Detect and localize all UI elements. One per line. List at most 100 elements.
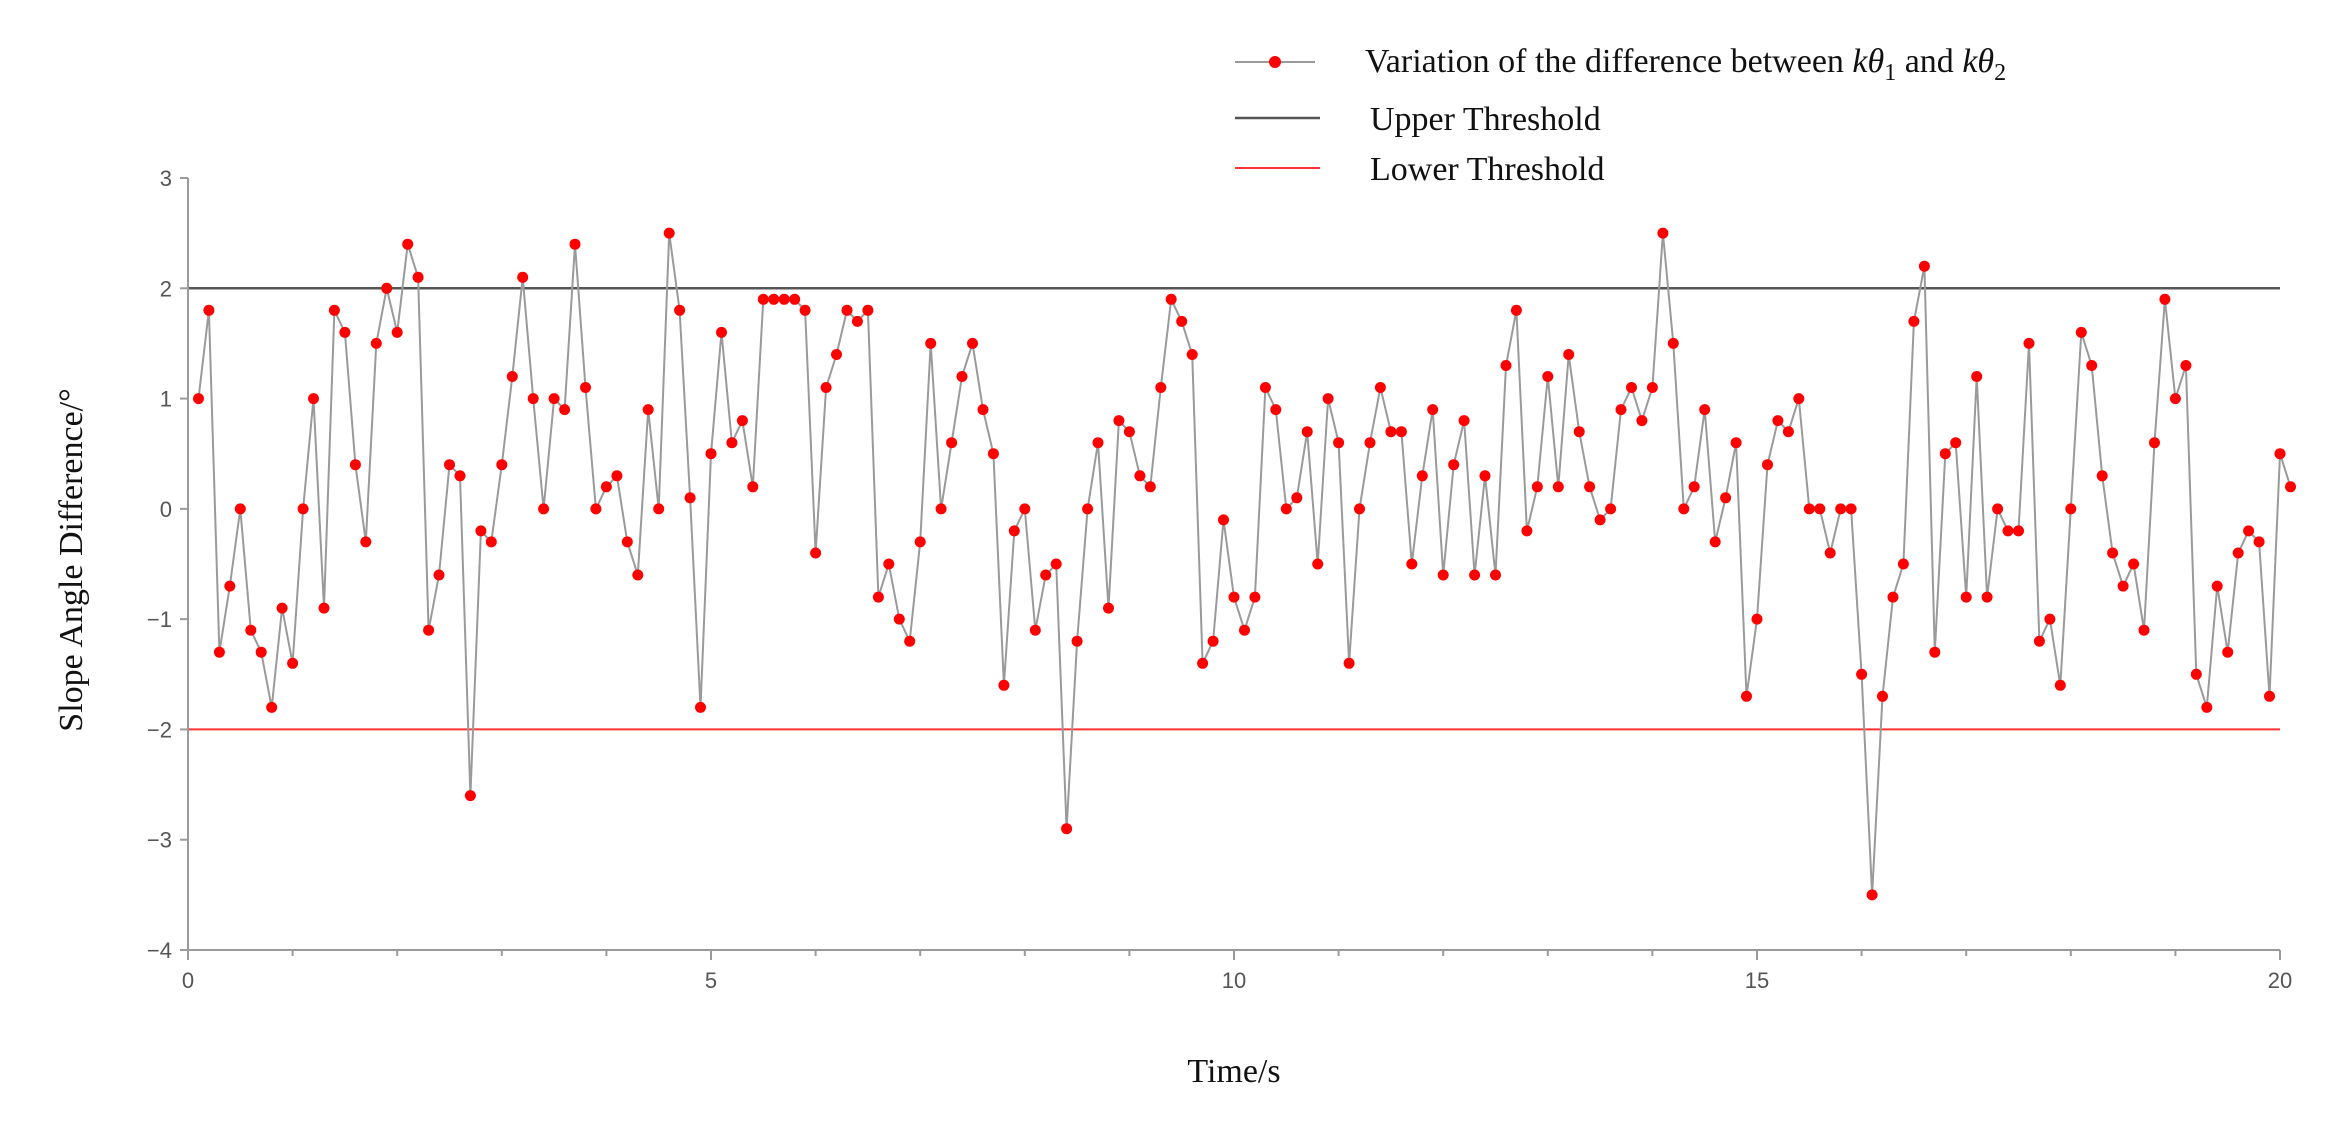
data-point xyxy=(328,304,340,316)
data-point xyxy=(1333,437,1345,449)
data-point xyxy=(820,382,832,393)
data-point xyxy=(1542,371,1554,382)
data-point xyxy=(213,646,225,658)
x-tick-label: 10 xyxy=(1222,968,1246,993)
data-point xyxy=(496,459,508,471)
data-point xyxy=(506,371,518,382)
data-point xyxy=(956,371,968,382)
data-point xyxy=(1165,293,1177,305)
data-point xyxy=(308,393,319,405)
data-point xyxy=(1186,349,1198,360)
y-tick-label: 2 xyxy=(160,276,172,301)
data-point xyxy=(1824,547,1836,559)
data-point xyxy=(2169,393,2181,405)
data-point xyxy=(810,547,822,559)
data-point xyxy=(1709,536,1721,548)
data-point xyxy=(831,349,842,360)
data-point xyxy=(2201,701,2213,713)
data-point xyxy=(653,503,665,515)
data-point xyxy=(1751,613,1763,625)
data-point xyxy=(1803,503,1815,515)
data-point xyxy=(1249,591,1261,603)
data-point xyxy=(1322,393,1334,405)
data-point xyxy=(2023,337,2035,349)
legend-series-label-mid: and xyxy=(1896,43,1962,80)
data-point xyxy=(2211,580,2223,592)
data-point xyxy=(1918,260,1930,272)
data-point xyxy=(1521,525,1533,537)
data-point xyxy=(621,536,633,548)
data-point xyxy=(1960,591,1972,603)
data-point xyxy=(266,701,278,713)
data-point xyxy=(1134,470,1146,482)
data-point xyxy=(1155,382,1167,393)
data-point xyxy=(1531,481,1543,493)
data-point xyxy=(255,646,267,658)
legend-item-upper-threshold: Upper Threshold xyxy=(1235,101,1601,138)
data-point xyxy=(716,326,727,338)
threshold-lines xyxy=(188,287,2280,731)
data-point xyxy=(517,271,529,283)
plot-area xyxy=(188,227,2296,901)
data-point xyxy=(1730,437,1742,449)
data-point xyxy=(914,536,926,548)
data-point xyxy=(935,503,947,515)
data-point xyxy=(1772,415,1784,427)
data-point xyxy=(370,337,382,349)
y-axis-ticks: 3 2 1 0 −1 −2 −3 −4 xyxy=(147,166,188,963)
y-tick-label: 1 xyxy=(160,387,172,412)
data-point xyxy=(1887,591,1899,603)
data-point xyxy=(1228,591,1240,603)
data-point xyxy=(1259,382,1271,393)
series-markers xyxy=(193,227,2296,901)
y-tick-label: −2 xyxy=(147,717,172,742)
data-point xyxy=(1103,602,1114,614)
data-point xyxy=(904,635,916,647)
data-point xyxy=(2253,536,2265,548)
data-point xyxy=(1950,437,1962,449)
data-point xyxy=(1354,503,1365,515)
data-point xyxy=(2128,558,2140,570)
legend: Variation of the difference between kθ1 … xyxy=(1235,43,2006,188)
data-point xyxy=(1218,514,1229,526)
data-point xyxy=(2232,547,2244,559)
data-point xyxy=(433,569,445,581)
legend-series-label-prefix: Variation of the difference between xyxy=(1365,43,1852,80)
data-point xyxy=(1594,514,1606,526)
data-point xyxy=(1782,426,1794,438)
data-point xyxy=(339,326,351,338)
data-point xyxy=(193,393,204,405)
data-point xyxy=(2285,481,2296,493)
data-point xyxy=(1301,426,1313,438)
data-point xyxy=(705,448,717,460)
data-point xyxy=(360,536,372,548)
data-point xyxy=(1929,646,1941,658)
x-tick-label: 0 xyxy=(182,968,194,993)
data-point xyxy=(412,271,424,283)
data-point xyxy=(872,591,884,603)
data-point xyxy=(998,679,1010,691)
x-axis-ticks: 0 5 10 15 20 xyxy=(182,950,2292,993)
data-point xyxy=(789,293,801,305)
y-tick-label: 3 xyxy=(160,166,172,191)
data-point xyxy=(580,382,591,393)
data-point xyxy=(485,536,497,548)
legend-item-lower-threshold: Lower Threshold xyxy=(1235,151,1604,188)
data-point xyxy=(1050,558,1062,570)
data-point xyxy=(2264,690,2275,702)
data-point xyxy=(977,404,989,416)
data-point xyxy=(851,315,863,327)
y-tick-label: 0 xyxy=(160,497,172,522)
series-line xyxy=(197,232,2292,895)
data-point xyxy=(778,293,790,305)
data-point xyxy=(454,470,466,482)
y-tick-label: −4 xyxy=(147,938,172,963)
legend-series-label-var1: kθ xyxy=(1852,43,1884,80)
data-point xyxy=(1291,492,1303,504)
data-point xyxy=(1856,668,1868,680)
data-point xyxy=(1584,481,1596,493)
data-point xyxy=(559,404,571,416)
legend-series-label-sub2: 2 xyxy=(1994,60,2006,86)
legend-series-label-sub1: 1 xyxy=(1884,60,1896,86)
data-point xyxy=(799,304,811,316)
